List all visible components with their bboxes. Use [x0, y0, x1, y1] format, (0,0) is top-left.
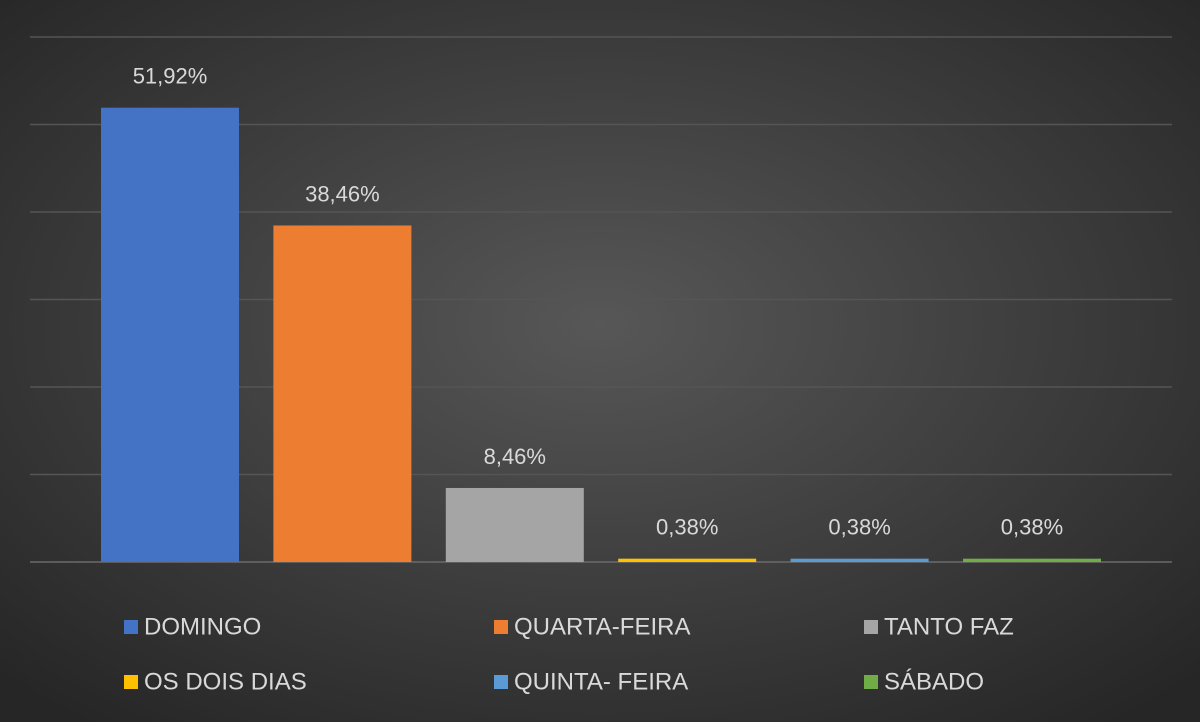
data-label: 0,38% [1001, 514, 1063, 539]
legend-label: TANTO FAZ [884, 613, 1014, 640]
bar [101, 107, 239, 562]
data-label: 51,92% [133, 64, 208, 89]
bar [963, 558, 1101, 562]
data-label: 0,38% [656, 514, 718, 539]
legend-label: QUARTA-FEIRA [514, 613, 690, 640]
legend-label: OS DOIS DIAS [144, 668, 307, 695]
legend-swatch [864, 620, 878, 634]
data-label: 38,46% [305, 181, 380, 206]
bar [273, 225, 412, 562]
legend-label: SÁBADO [884, 668, 984, 695]
legend-swatch [864, 675, 878, 689]
legend-label: QUINTA- FEIRA [514, 668, 688, 695]
bar [618, 558, 757, 562]
data-label: 8,46% [484, 444, 546, 469]
bar [445, 487, 584, 562]
legend-swatch [124, 675, 138, 689]
bar [790, 558, 929, 562]
legend-label: DOMINGO [144, 613, 261, 640]
legend-swatch [494, 620, 508, 634]
data-label: 0,38% [828, 514, 890, 539]
legend-swatch [494, 675, 508, 689]
legend-swatch [124, 620, 138, 634]
